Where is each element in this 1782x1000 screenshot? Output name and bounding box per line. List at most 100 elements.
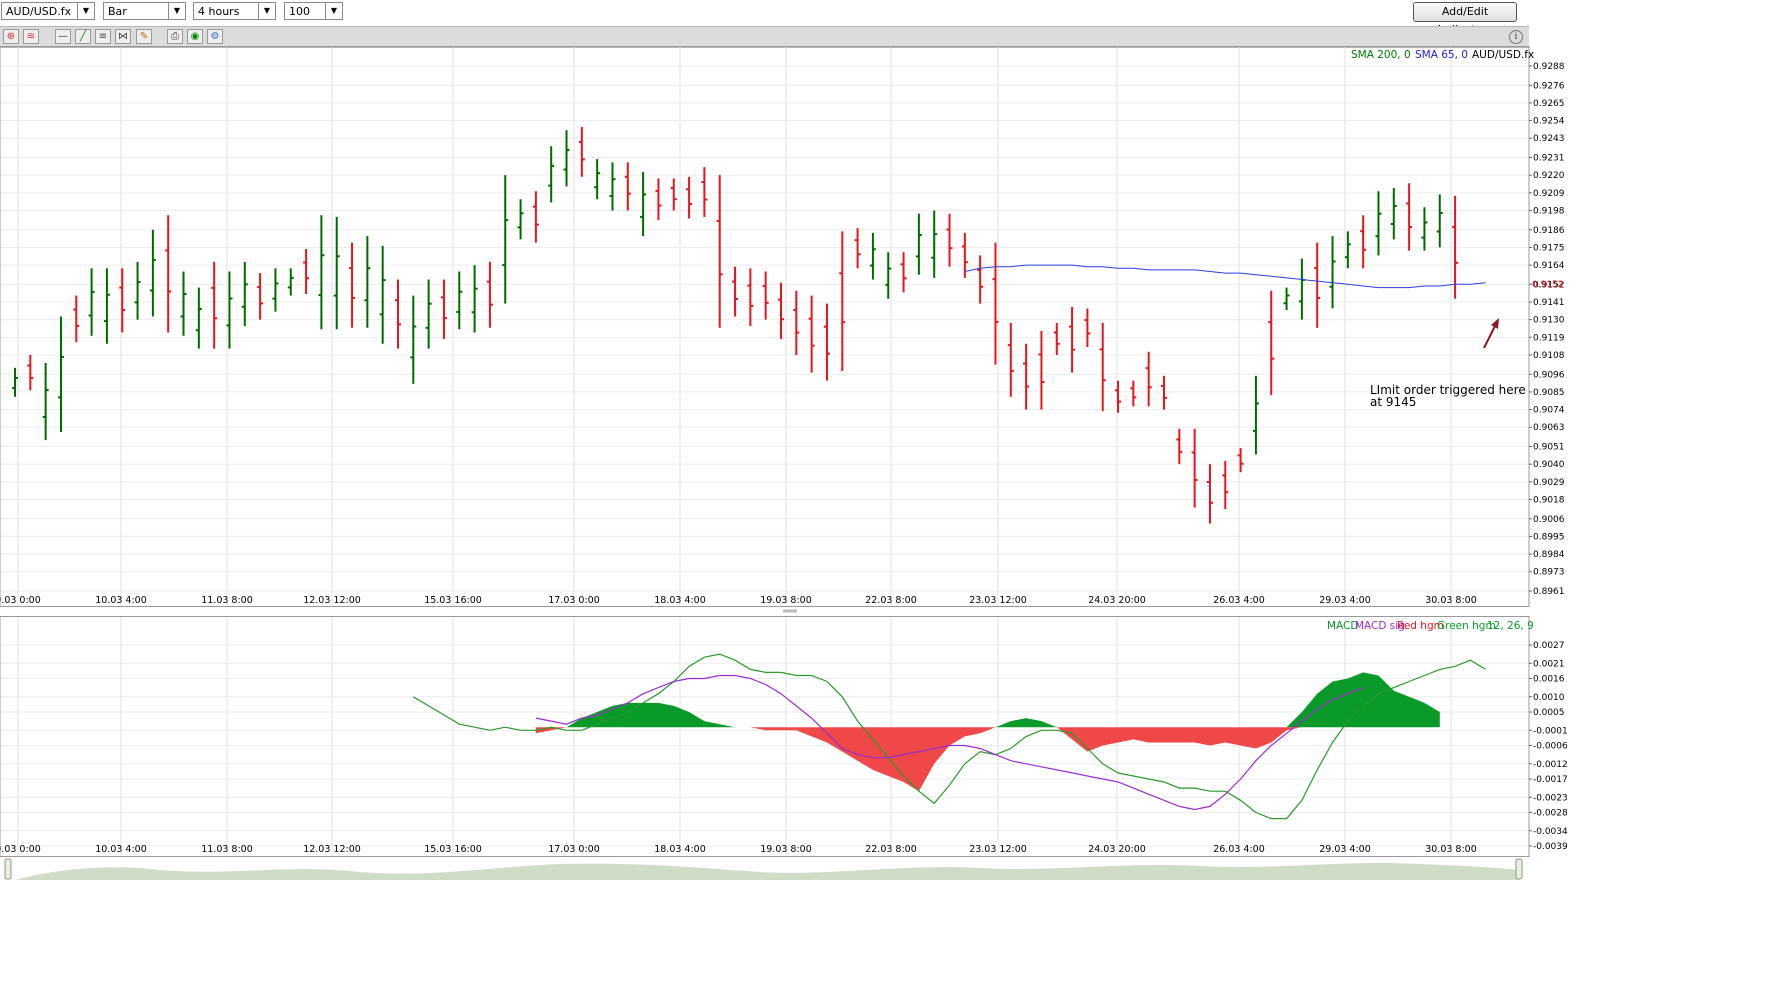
indicator-lines	[412, 264, 1487, 820]
x-tick-label: 26.03 4:00	[1213, 595, 1265, 606]
snapshot-icon[interactable]: ◉	[187, 29, 203, 44]
price-tick-label: 0.9254	[1533, 117, 1565, 127]
x-tick-label: 24.03 20:00	[1088, 844, 1146, 855]
price-tick-label: 0.8961	[1533, 587, 1565, 597]
x-tick-label: 18.03 4:00	[654, 595, 706, 606]
chart-type-value: Bar	[108, 5, 127, 18]
price-tick-label: 0.9130	[1533, 316, 1565, 326]
info-icon[interactable]: i	[1509, 30, 1523, 44]
x-tick-label: 19.03 8:00	[760, 844, 812, 855]
x-tick-label: 15.03 16:00	[424, 844, 482, 855]
price-tick-label: 0.9085	[1533, 388, 1565, 398]
x-tick-label: 23.03 12:00	[969, 844, 1027, 855]
annotation-arrow-head	[1491, 318, 1499, 329]
macd-tick-label: 0.0016	[1533, 675, 1565, 685]
price-panel-border	[0, 46, 1530, 607]
price-tick-label: 0.8973	[1533, 568, 1565, 578]
macd-tick-label: 0.0005	[1533, 708, 1565, 718]
x-tick-label: 29.03 4:00	[1319, 595, 1371, 606]
crosshair-icon[interactable]: ⊕	[3, 29, 19, 44]
chevron-down-icon[interactable]: ▼	[258, 3, 275, 19]
annotation-line1: LImit order triggered here	[1370, 383, 1526, 397]
price-tick-label: 0.9096	[1533, 370, 1565, 380]
price-tick-label: 0.9288	[1533, 62, 1565, 72]
chevron-down-icon[interactable]: ▼	[168, 3, 185, 19]
x-tick-label: 30.03 8:00	[1425, 595, 1477, 606]
horizontal-line-icon[interactable]: —	[55, 29, 71, 44]
price-tick-label: 0.9152	[1533, 280, 1565, 290]
x-tick-label: 22.03 8:00	[865, 595, 917, 606]
macd-tick-label: -0.0023	[1533, 793, 1568, 803]
trend-line-icon[interactable]: ╱	[75, 29, 91, 44]
x-tick-label: 26.03 4:00	[1213, 844, 1265, 855]
top-toolbar: AUD/USD.fx ▼ Bar ▼ 4 hours ▼ 100 ▼ Add/Edit …	[0, 0, 1782, 36]
price-tick-label: 0.8995	[1533, 532, 1565, 542]
price-tick-label: 0.9186	[1533, 226, 1565, 236]
x-tick-label: 12.03 12:00	[303, 595, 361, 606]
chevron-down-icon[interactable]: ▼	[77, 3, 94, 19]
price-tick-label: 0.9231	[1533, 154, 1565, 164]
x-tick-label: 17.03 0:00	[548, 844, 600, 855]
red-histogram	[535, 727, 1440, 792]
price-tick-label: 0.9198	[1533, 206, 1565, 216]
price-tick-label: 0.9141	[1533, 298, 1565, 308]
navigator-area	[15, 863, 1519, 880]
symbol-select[interactable]: AUD/USD.fx ▼	[1, 2, 95, 20]
x-tick-label: 12.03 12:00	[303, 844, 361, 855]
fibonacci-icon[interactable]: ≡	[95, 29, 111, 44]
timeframe-select[interactable]: 4 hours ▼	[193, 2, 276, 20]
navigator-right-handle[interactable]	[1515, 858, 1523, 880]
price-x-axis: 9.03 0:00 10.03 4:00 11.03 8:00 12.03 12:00…	[0, 595, 1477, 606]
bars-count-select[interactable]: 100 ▼	[284, 2, 343, 20]
price-tick-label: 0.9265	[1533, 99, 1565, 109]
x-tick-label: 19.03 8:00	[760, 595, 812, 606]
price-tick-label: 0.9164	[1533, 261, 1565, 271]
annotation-line2: at 9145	[1370, 395, 1416, 409]
macd-tick-label: -0.0001	[1533, 726, 1568, 736]
x-tick-label: 11.03 8:00	[201, 595, 253, 606]
x-tick-label: 29.03 4:00	[1319, 844, 1371, 855]
price-tick-label: 0.9108	[1533, 351, 1565, 361]
chart-type-select[interactable]: Bar ▼	[103, 2, 186, 20]
price-y-axis: 0.9288 0.9276 0.9265 0.9254 0.9243 0.9231 0.92…	[1529, 62, 1565, 597]
timeframe-value: 4 hours	[198, 5, 240, 18]
macd-tick-label: -0.0017	[1533, 775, 1568, 785]
channel-icon[interactable]: ⋈	[115, 29, 131, 44]
macd-params-legend: 12, 26, 9	[1487, 620, 1534, 632]
macd-x-axis: 9.03 0:00 10.03 4:00 11.03 8:00 12.03 12:00…	[0, 844, 1477, 855]
macd-tick-label: -0.0039	[1533, 842, 1568, 852]
price-tick-label: 0.9175	[1533, 243, 1565, 253]
eraser-icon[interactable]: ✎	[136, 29, 152, 44]
x-tick-label: 22.03 8:00	[865, 844, 917, 855]
green-hgm-legend: Green hgm	[1437, 620, 1496, 632]
drawing-toolbar: ⊕ ≋ — ╱ ≡ ⋈ ✎ ⎙ ◉ ⚙ i	[0, 26, 1529, 48]
price-bars	[12, 127, 1459, 524]
macd-tick-label: 0.0010	[1533, 693, 1565, 703]
sma200-legend: SMA 200, 0	[1351, 49, 1411, 61]
x-tick-label: 23.03 12:00	[969, 595, 1027, 606]
price-tick-label: 0.9051	[1533, 443, 1565, 453]
chevron-down-icon[interactable]: ▼	[325, 3, 342, 19]
macd-line	[412, 653, 1487, 820]
macd-tick-label: 0.0021	[1533, 659, 1565, 669]
current-price-label: 0.9152	[1532, 280, 1564, 290]
settings-icon[interactable]: ⚙	[207, 29, 223, 44]
x-tick-label: 15.03 16:00	[424, 595, 482, 606]
indicator-window-icon[interactable]: ≋	[23, 29, 39, 44]
navigator-left-handle[interactable]	[4, 858, 12, 880]
x-tick-label: 9.03 0:00	[0, 844, 41, 855]
macd-tick-label: -0.0012	[1533, 760, 1568, 770]
macd-tick-label: 0.0027	[1533, 641, 1565, 651]
macd-histogram	[535, 672, 1440, 792]
price-tick-label: 0.9029	[1533, 478, 1565, 488]
price-tick-label: 0.9220	[1533, 171, 1565, 181]
sma65-legend: SMA 65, 0	[1415, 49, 1468, 61]
x-tick-label: 24.03 20:00	[1088, 595, 1146, 606]
print-icon[interactable]: ⎙	[167, 29, 183, 44]
grid	[0, 47, 1529, 856]
x-tick-label: 17.03 0:00	[548, 595, 600, 606]
price-tick-label: 0.9119	[1533, 333, 1565, 343]
x-tick-label: 18.03 4:00	[654, 844, 706, 855]
macd-tick-label: -0.0034	[1533, 827, 1568, 837]
